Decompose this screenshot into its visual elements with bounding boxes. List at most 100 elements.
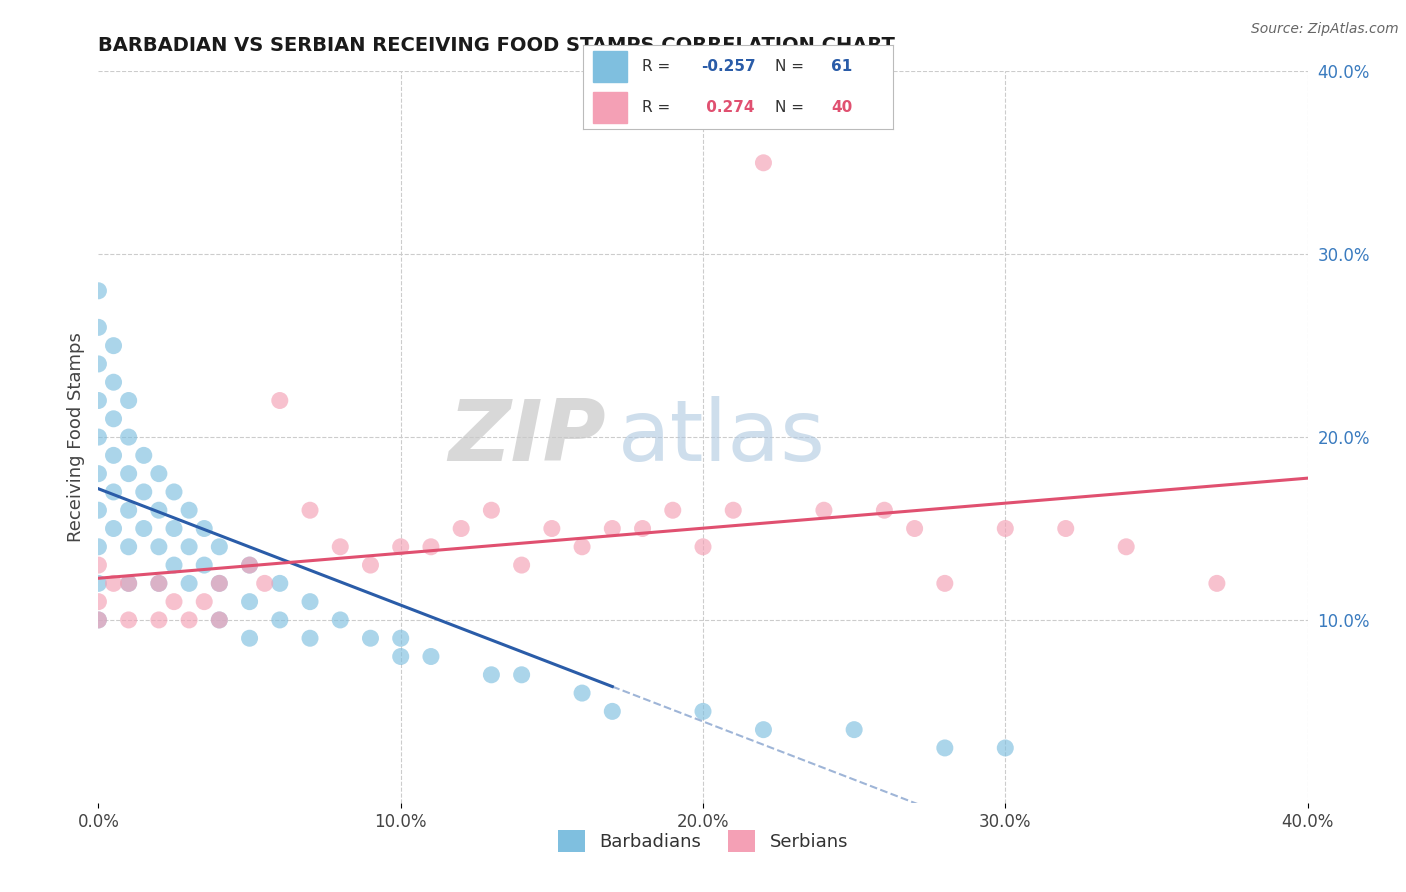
Point: [994, 521, 1017, 535]
Point: [239, 632, 262, 646]
Point: [481, 667, 503, 681]
Point: [299, 632, 322, 646]
Point: [420, 649, 443, 664]
Point: [87, 320, 110, 334]
Text: 61: 61: [831, 59, 852, 74]
Point: [904, 521, 927, 535]
Point: [103, 412, 125, 426]
Point: [103, 521, 125, 535]
Point: [571, 540, 593, 554]
Point: [360, 632, 382, 646]
Point: [1115, 540, 1137, 554]
Point: [813, 503, 835, 517]
Point: [148, 540, 170, 554]
Point: [389, 632, 412, 646]
Point: [87, 613, 110, 627]
Point: [87, 357, 110, 371]
Bar: [593, 52, 627, 82]
Point: [87, 393, 110, 408]
Point: [118, 430, 141, 444]
Text: N =: N =: [775, 100, 804, 115]
Point: [148, 576, 170, 591]
Point: [723, 503, 745, 517]
Text: atlas: atlas: [619, 395, 827, 479]
Point: [692, 705, 714, 719]
Text: 0.274: 0.274: [702, 100, 755, 115]
Text: R =: R =: [643, 59, 671, 74]
Point: [179, 613, 201, 627]
Point: [118, 503, 141, 517]
Point: [208, 576, 231, 591]
Point: [163, 521, 186, 535]
Point: [389, 540, 412, 554]
Point: [163, 594, 186, 608]
Point: [239, 558, 262, 573]
Point: [148, 503, 170, 517]
Point: [360, 558, 382, 573]
Point: [481, 503, 503, 517]
Point: [450, 521, 472, 535]
Point: [208, 613, 231, 627]
Point: [631, 521, 654, 535]
Point: [148, 613, 170, 627]
Point: [179, 576, 201, 591]
Point: [148, 576, 170, 591]
Legend: Barbadians, Serbians: Barbadians, Serbians: [551, 823, 855, 860]
Point: [269, 613, 291, 627]
Point: [253, 576, 276, 591]
Text: R =: R =: [643, 100, 671, 115]
Point: [87, 284, 110, 298]
Point: [873, 503, 896, 517]
Point: [420, 540, 443, 554]
Point: [571, 686, 593, 700]
Point: [208, 540, 231, 554]
Point: [329, 540, 352, 554]
Point: [87, 558, 110, 573]
Point: [389, 649, 412, 664]
Text: BARBADIAN VS SERBIAN RECEIVING FOOD STAMPS CORRELATION CHART: BARBADIAN VS SERBIAN RECEIVING FOOD STAM…: [98, 36, 896, 54]
Point: [208, 613, 231, 627]
Point: [269, 393, 291, 408]
Point: [994, 740, 1017, 755]
Point: [193, 594, 215, 608]
Point: [299, 503, 322, 517]
Point: [661, 503, 683, 517]
Point: [87, 576, 110, 591]
Point: [118, 540, 141, 554]
Point: [329, 613, 352, 627]
Point: [118, 576, 141, 591]
Point: [602, 521, 624, 535]
Point: [540, 521, 562, 535]
Point: [510, 667, 533, 681]
Point: [934, 740, 956, 755]
Point: [163, 558, 186, 573]
Point: [118, 576, 141, 591]
Point: [179, 503, 201, 517]
Text: N =: N =: [775, 59, 804, 74]
Point: [87, 467, 110, 481]
Bar: [593, 92, 627, 122]
Point: [132, 521, 155, 535]
Point: [602, 705, 624, 719]
Point: [103, 576, 125, 591]
Point: [87, 540, 110, 554]
Point: [1206, 576, 1229, 591]
Text: ZIP: ZIP: [449, 395, 606, 479]
Point: [103, 375, 125, 389]
Point: [87, 430, 110, 444]
Point: [934, 576, 956, 591]
Point: [87, 613, 110, 627]
Point: [1054, 521, 1077, 535]
Point: [148, 467, 170, 481]
Point: [193, 521, 215, 535]
Text: 40: 40: [831, 100, 852, 115]
Point: [752, 723, 775, 737]
Point: [239, 558, 262, 573]
Point: [118, 613, 141, 627]
Point: [510, 558, 533, 573]
Point: [103, 338, 125, 352]
Y-axis label: Receiving Food Stamps: Receiving Food Stamps: [66, 332, 84, 542]
Point: [299, 594, 322, 608]
Point: [87, 594, 110, 608]
Text: -0.257: -0.257: [702, 59, 755, 74]
